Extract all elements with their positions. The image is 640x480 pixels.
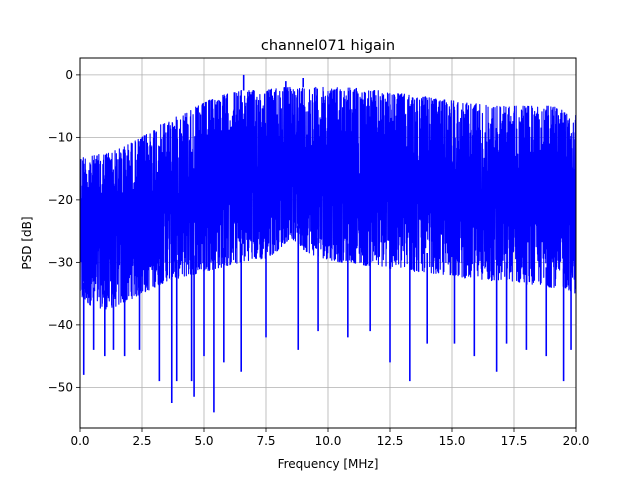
x-tick-label: 17.5 <box>501 434 528 448</box>
x-tick-label: 5.0 <box>194 434 213 448</box>
y-axis-label: PSD [dB] <box>20 216 34 269</box>
y-tick-label: −40 <box>48 318 73 332</box>
x-tick-label: 12.5 <box>377 434 404 448</box>
x-tick-label: 15.0 <box>439 434 466 448</box>
x-tick-label: 7.5 <box>256 434 275 448</box>
y-tick-label: −20 <box>48 193 73 207</box>
y-tick-label: 0 <box>65 68 73 82</box>
data-layer <box>80 74 576 413</box>
y-tick-label: −30 <box>48 255 73 269</box>
y-tick-label: −50 <box>48 380 73 394</box>
x-tick-label: 10.0 <box>315 434 342 448</box>
chart-title: channel071 higain <box>261 38 395 54</box>
x-tick-label: 0.0 <box>70 434 89 448</box>
psd-trace <box>80 86 576 310</box>
y-tick-label: −10 <box>48 130 73 144</box>
x-tick-label: 2.5 <box>132 434 151 448</box>
tick-layer: 0.0 2.5 5.0 7.5 10.0 12.5 15.0 17.5 20.0 0 −10 −20 −… <box>48 68 590 448</box>
x-tick-label: 20.0 <box>563 434 590 448</box>
x-axis-label: Frequency [MHz] <box>278 457 379 471</box>
